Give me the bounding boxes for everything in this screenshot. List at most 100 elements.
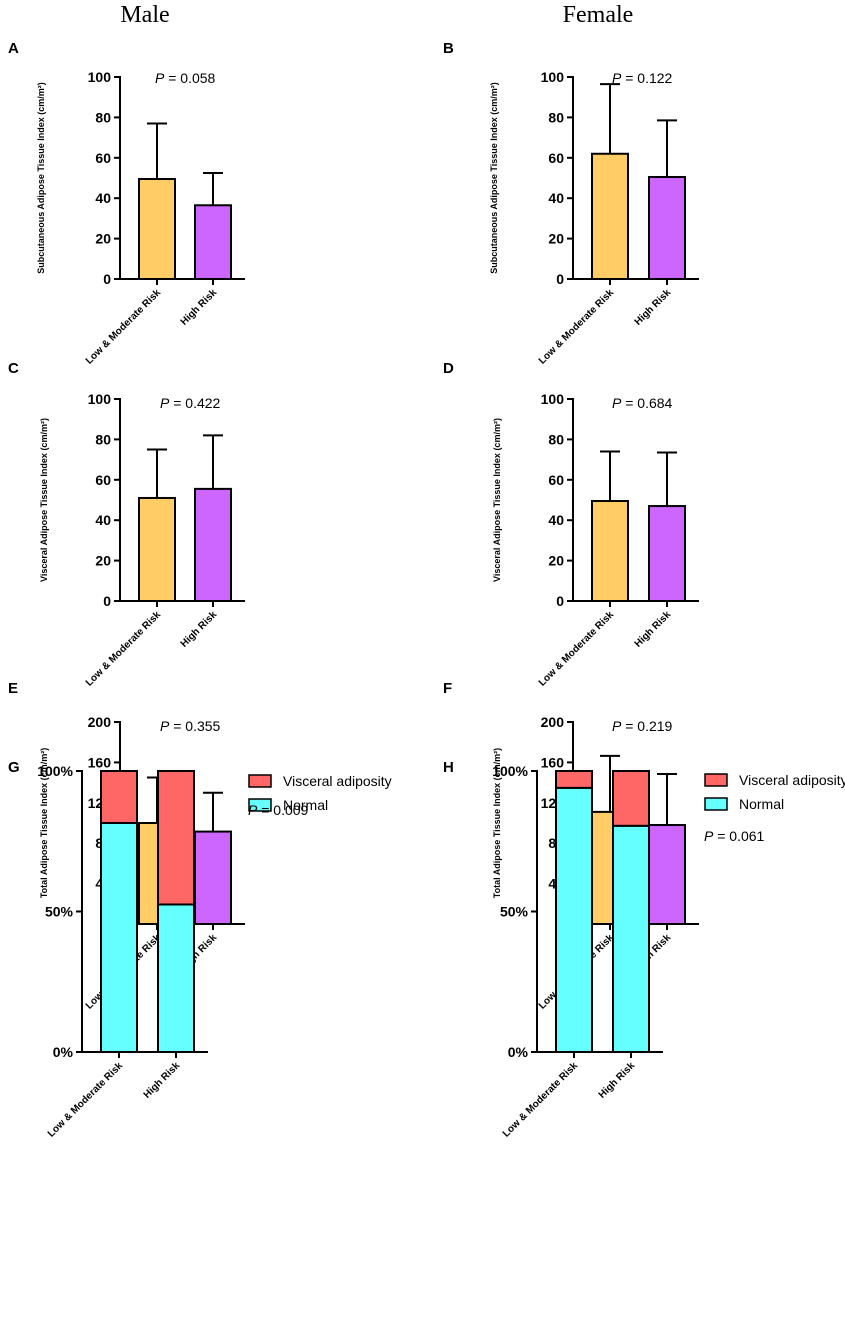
segment-normal bbox=[612, 824, 650, 1053]
segment-visceral-adiposity bbox=[555, 770, 593, 789]
panel-d: D Visceral Adipose Tissue Index (cm/m²) 0 2… bbox=[443, 360, 699, 689]
segment-normal bbox=[555, 786, 593, 1053]
panel-letter: F bbox=[443, 680, 452, 697]
p-value-annotation: P = 0.684 bbox=[612, 395, 673, 411]
y-tick-label: 160 bbox=[541, 754, 565, 770]
legend-swatch-visceral-adiposity bbox=[248, 774, 272, 788]
y-tick-label: 0 bbox=[103, 271, 111, 287]
y-tick-label: 80 bbox=[548, 431, 564, 447]
x-tick-label: High Risk bbox=[142, 1060, 183, 1101]
panel-letter: A bbox=[8, 40, 19, 57]
x-tick-label: High Risk bbox=[179, 287, 220, 328]
p-value-annotation: P = 0.058 bbox=[155, 70, 216, 86]
y-axis-label: Subcutaneous Adipose Tissue Index (cm/m²… bbox=[489, 82, 499, 274]
y-tick-label: 20 bbox=[548, 231, 564, 247]
legend-label-normal: Normal bbox=[283, 797, 328, 813]
y-tick-label: 60 bbox=[548, 150, 564, 166]
x-tick-label: Low & Moderate Risk bbox=[84, 609, 164, 689]
panel-a: A Subcutaneous Adipose Tissue Index (cm/m… bbox=[8, 40, 245, 367]
y-tick-label: 50% bbox=[500, 904, 529, 920]
p-value-annotation: P = 0.422 bbox=[160, 395, 221, 411]
y-tick-label: 20 bbox=[548, 553, 564, 569]
legend-swatch-normal bbox=[704, 797, 728, 811]
y-tick-label: 100 bbox=[88, 69, 112, 85]
bar-low-moderate-risk bbox=[138, 496, 176, 603]
p-value-annotation: P = 0.122 bbox=[612, 70, 673, 86]
y-tick-label: 40 bbox=[548, 512, 564, 528]
y-tick-label: 0% bbox=[53, 1044, 74, 1060]
y-tick-label: 0% bbox=[508, 1044, 529, 1060]
y-tick-label: 0 bbox=[556, 271, 564, 287]
y-tick-label: 20 bbox=[95, 231, 111, 247]
y-axis-label: Visceral Adipose Tissue Index (cm/m²) bbox=[39, 418, 49, 582]
p-value-annotation: P = 0.355 bbox=[160, 718, 221, 734]
y-axis-label: Subcutaneous Adipose Tissue Index (cm/m²… bbox=[36, 82, 46, 274]
panel-letter: B bbox=[443, 40, 454, 57]
segment-normal bbox=[100, 821, 138, 1053]
y-axis-label: Total Adipose Tissue Index (cm/m²) bbox=[492, 748, 502, 898]
y-tick-label: 40 bbox=[95, 190, 111, 206]
bar-low-moderate-risk bbox=[591, 152, 629, 280]
panel-letter: D bbox=[443, 360, 454, 377]
y-tick-label: 100% bbox=[492, 763, 528, 779]
bar-high-risk bbox=[648, 505, 686, 602]
bar-high-risk bbox=[194, 830, 232, 926]
panel-b: B Subcutaneous Adipose Tissue Index (cm/m… bbox=[443, 40, 699, 367]
column-title-male: Male bbox=[120, 2, 169, 28]
bar-low-moderate-risk bbox=[591, 500, 629, 603]
bar-low-moderate-risk bbox=[138, 178, 176, 280]
p-value-annotation: P = 0.009 bbox=[248, 802, 309, 818]
y-tick-label: 80 bbox=[548, 109, 564, 125]
y-tick-label: 0 bbox=[103, 593, 111, 609]
y-tick-label: 200 bbox=[88, 714, 112, 730]
x-tick-label: High Risk bbox=[597, 1060, 638, 1101]
x-tick-label: High Risk bbox=[179, 609, 220, 650]
column-title-female: Female bbox=[563, 2, 634, 28]
y-tick-label: 60 bbox=[95, 150, 111, 166]
legend-label-visceral-adiposity: Visceral adiposity bbox=[739, 772, 845, 788]
panel-g: G Visceral adiposity Normal 0% 50% 100% Low & … bbox=[8, 759, 392, 1140]
y-tick-label: 100 bbox=[541, 391, 565, 407]
x-tick-label: High Risk bbox=[633, 287, 674, 328]
panel-letter: H bbox=[443, 759, 454, 776]
panel-c: C Visceral Adipose Tissue Index (cm/m²) 0 2… bbox=[8, 360, 245, 689]
y-tick-label: 40 bbox=[548, 190, 564, 206]
x-tick-label: Low & Moderate Risk bbox=[84, 287, 164, 367]
x-tick-label: Low & Moderate Risk bbox=[501, 1060, 581, 1140]
legend-swatch-normal bbox=[248, 798, 272, 812]
x-tick-label: Low & Moderate Risk bbox=[537, 609, 617, 689]
legend-label-visceral-adiposity: Visceral adiposity bbox=[283, 773, 392, 789]
chart-panels: A Subcutaneous Adipose Tissue Index (cm/m… bbox=[8, 40, 845, 1140]
y-tick-label: 80 bbox=[95, 109, 111, 125]
y-tick-label: 20 bbox=[95, 553, 111, 569]
x-tick-label: Low & Moderate Risk bbox=[46, 1060, 126, 1140]
x-tick-label: Low & Moderate Risk bbox=[537, 287, 617, 367]
y-tick-label: 100 bbox=[88, 391, 112, 407]
x-tick-label: High Risk bbox=[633, 609, 674, 650]
p-value-annotation: P = 0.061 bbox=[704, 828, 765, 844]
panel-letter: E bbox=[8, 680, 18, 697]
y-axis-label: Total Adipose Tissue Index (cm/m²) bbox=[39, 748, 49, 898]
segment-visceral-adiposity bbox=[612, 770, 650, 827]
panel-h: H Visceral adiposity Normal 0% 50% 100% Low & … bbox=[443, 759, 845, 1140]
y-tick-label: 50% bbox=[45, 904, 74, 920]
y-axis-label: Visceral Adipose Tissue Index (cm/m²) bbox=[492, 418, 502, 582]
bar-high-risk bbox=[648, 175, 686, 281]
y-tick-label: 0 bbox=[556, 593, 564, 609]
y-tick-label: 80 bbox=[95, 431, 111, 447]
y-tick-label: 160 bbox=[88, 754, 112, 770]
bar-high-risk bbox=[194, 487, 232, 603]
y-tick-label: 100% bbox=[37, 763, 73, 779]
segment-visceral-adiposity bbox=[100, 770, 138, 824]
p-value-annotation: P = 0.219 bbox=[612, 718, 673, 734]
bar-high-risk bbox=[194, 204, 232, 281]
panel-letter: G bbox=[8, 759, 20, 776]
legend-swatch-visceral-adiposity bbox=[704, 773, 728, 787]
y-tick-label: 40 bbox=[95, 512, 111, 528]
y-tick-label: 60 bbox=[95, 472, 111, 488]
segment-normal bbox=[157, 903, 195, 1053]
y-tick-label: 100 bbox=[541, 69, 565, 85]
bar-high-risk bbox=[648, 824, 686, 926]
y-tick-label: 60 bbox=[548, 472, 564, 488]
